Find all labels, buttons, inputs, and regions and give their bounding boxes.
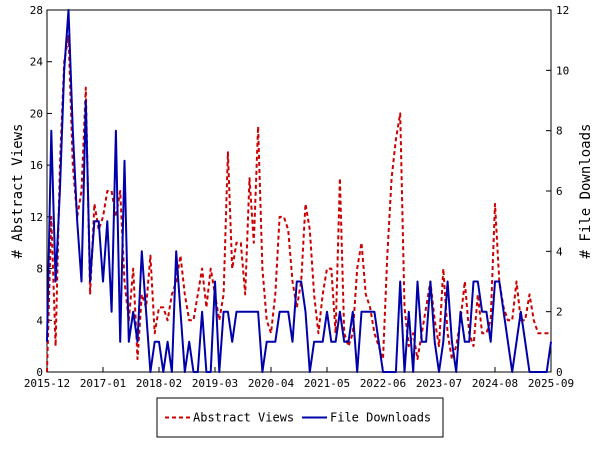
x-tick-label: 2021-05 xyxy=(304,377,350,390)
x-tick-label: 2023-07 xyxy=(416,377,462,390)
y-left-tick-label: 0 xyxy=(36,366,43,379)
y-left-tick-label: 24 xyxy=(30,56,44,69)
x-tick-label: 2020-04 xyxy=(248,377,295,390)
x-tick-label: 2024-08 xyxy=(472,377,518,390)
x-tick-label: 2025-09 xyxy=(528,377,574,390)
y-right-tick-label: 0 xyxy=(556,366,563,379)
x-tick-label: 2015-12 xyxy=(24,377,70,390)
x-tick-label: 2019-03 xyxy=(192,377,238,390)
legend-box xyxy=(156,397,444,438)
y-right-tick-label: 4 xyxy=(556,245,563,258)
y-left-tick-label: 4 xyxy=(36,314,43,327)
y-right-axis-title: # File Downloads xyxy=(578,124,594,259)
y-left-tick-label: 28 xyxy=(30,4,43,17)
y-left-axis-title: # Abstract Views xyxy=(10,124,26,259)
legend: Abstract Views File Downloads xyxy=(156,397,444,438)
x-tick-label: 2018-02 xyxy=(136,377,182,390)
y-left-tick-label: 8 xyxy=(36,263,43,276)
legend-label-file-downloads: File Downloads xyxy=(330,411,431,425)
y-right-tick-label: 8 xyxy=(556,125,563,138)
y-right-tick-label: 10 xyxy=(556,64,569,77)
y-left-tick-label: 12 xyxy=(30,211,43,224)
y-right-tick-label: 2 xyxy=(556,306,563,319)
y-right-tick-label: 12 xyxy=(556,4,569,17)
legend-label-abstract-views: Abstract Views xyxy=(193,411,294,425)
y-left-tick-label: 20 xyxy=(30,107,43,120)
y-left-tick-label: 16 xyxy=(30,159,43,172)
x-tick-label: 2022-06 xyxy=(360,377,406,390)
x-tick-label: 2017-01 xyxy=(80,377,126,390)
series-group xyxy=(46,9,552,373)
y-right-tick-label: 6 xyxy=(556,185,563,198)
series-line-file-downloads xyxy=(46,9,552,373)
